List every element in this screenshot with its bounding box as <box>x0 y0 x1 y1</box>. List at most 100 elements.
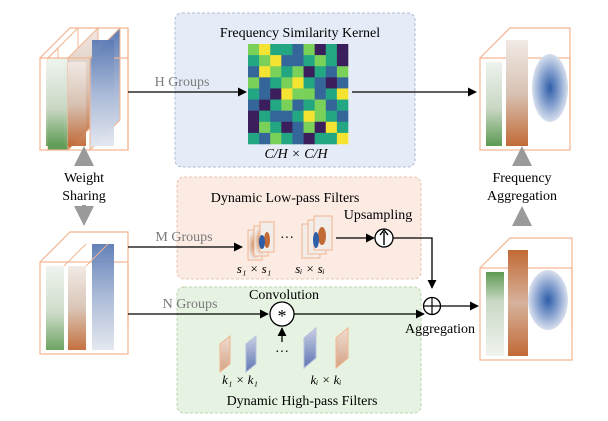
heatmap-cell <box>259 99 271 111</box>
heatmap-cell <box>314 110 327 123</box>
heatmap-cell <box>248 77 260 89</box>
heatmap-cell <box>248 66 260 78</box>
freq-agg-label-1: Frequency <box>492 171 551 186</box>
heatmap-cell <box>270 66 282 78</box>
fsk-title: Frequency Similarity Kernel <box>220 26 380 41</box>
s1-label: s₁ × s₁ <box>237 261 271 276</box>
k1-label: k₁ × k₁ <box>222 372 258 387</box>
heatmap-cell <box>292 99 304 111</box>
heatmap-cell <box>325 110 338 123</box>
heatmap-cell <box>303 66 315 78</box>
heatmap-cell <box>303 77 315 89</box>
heatmap-cell <box>336 77 349 89</box>
heatmap-cell <box>336 55 349 67</box>
ki-label: kᵢ × kᵢ <box>311 372 342 387</box>
high-pass-title: Dynamic High-pass Filters <box>227 394 378 409</box>
heatmap-cell <box>248 110 260 123</box>
heatmap-cell <box>314 44 327 56</box>
input-feature-stack-bottom <box>39 231 129 355</box>
heatmap-cell <box>259 44 271 56</box>
input-feature-stack-top <box>39 26 129 152</box>
similarity-heatmap <box>248 44 349 145</box>
heatmap-cell <box>292 121 304 134</box>
ellipsis-low-pass: ··· <box>280 231 294 246</box>
output-feature-stack-bottom <box>479 237 573 361</box>
si-label: sᵢ × sᵢ <box>295 261 325 276</box>
heatmap-cell <box>325 55 338 67</box>
upsampling-label: Upsampling <box>344 208 412 223</box>
heatmap-cell <box>292 44 304 56</box>
heatmap-cell <box>270 88 282 100</box>
heatmap-cell <box>314 66 327 78</box>
heatmap-cell <box>259 77 271 89</box>
heatmap-cell <box>270 77 282 89</box>
heatmap-cell <box>248 44 260 56</box>
heatmap-cell <box>336 132 349 145</box>
heatmap-cell <box>292 132 304 145</box>
heatmap-cell <box>248 55 260 67</box>
heatmap-cell <box>314 88 327 100</box>
heatmap-cell <box>281 55 293 67</box>
m-groups-label: M Groups <box>155 230 212 245</box>
low-pass-panel <box>176 176 422 280</box>
heatmap-cell <box>303 44 315 56</box>
freq-agg-label-2: Aggregation <box>487 189 557 204</box>
heatmap-cell <box>259 66 271 78</box>
heatmap-cell <box>325 132 338 145</box>
sharing-label: Sharing <box>62 189 106 204</box>
high-pass-filter-ki <box>303 326 349 370</box>
heatmap-cell <box>314 55 327 67</box>
heatmap-cell <box>270 44 282 56</box>
heatmap-cell <box>292 77 304 89</box>
heatmap-cell <box>270 55 282 67</box>
heatmap-cell <box>281 66 293 78</box>
heatmap-cell <box>270 110 282 123</box>
heatmap-cell <box>259 110 271 123</box>
heatmap-cell <box>303 121 315 134</box>
heatmap-cell <box>292 55 304 67</box>
weight-label: Weight <box>64 171 104 186</box>
heatmap-cell <box>325 88 338 100</box>
low-pass-filter-si <box>301 215 333 259</box>
svg-text:*: * <box>278 306 287 326</box>
heatmap-cell <box>259 55 271 67</box>
upsampling-to-agg-arrow <box>393 237 437 289</box>
heatmap-cell <box>336 66 349 78</box>
heatmap-cell <box>248 99 260 111</box>
heatmap-cell <box>248 121 260 134</box>
heatmap-cell <box>281 110 293 123</box>
heatmap-cell <box>281 132 293 145</box>
heatmap-cell <box>303 99 315 111</box>
heatmap-cell <box>336 121 349 134</box>
heatmap-cell <box>336 44 349 56</box>
heatmap-cell <box>281 44 293 56</box>
heatmap-cell <box>303 110 315 123</box>
heatmap-cell <box>270 121 282 134</box>
heatmap-cell <box>314 77 327 89</box>
convolution-icon: * <box>269 301 295 327</box>
heatmap-cell <box>281 88 293 100</box>
upsampling-icon <box>374 228 394 248</box>
heatmap-cell <box>325 44 338 56</box>
low-pass-title: Dynamic Low-pass Filters <box>211 191 360 206</box>
heatmap-cell <box>281 121 293 134</box>
heatmap-cell <box>336 110 349 123</box>
aggregation-icon <box>422 296 442 316</box>
heatmap-cell <box>325 77 338 89</box>
fsk-formula: C/H × C/H <box>264 147 328 162</box>
high-pass-panel <box>176 286 422 414</box>
heatmap-cell <box>259 121 271 134</box>
heatmap-cell <box>325 66 338 78</box>
heatmap-cell <box>314 99 327 111</box>
aggregation-label: Aggregation <box>405 322 475 337</box>
heatmap-cell <box>303 88 315 100</box>
ellipsis-high-pass-vertical: ··· <box>275 345 289 360</box>
heatmap-cell <box>248 132 260 145</box>
h-groups-label: H Groups <box>155 75 210 90</box>
low-pass-filter-s1 <box>247 221 275 261</box>
heatmap-cell <box>248 88 260 100</box>
heatmap-cell <box>281 99 293 111</box>
output-feature-stack-top <box>479 27 571 151</box>
